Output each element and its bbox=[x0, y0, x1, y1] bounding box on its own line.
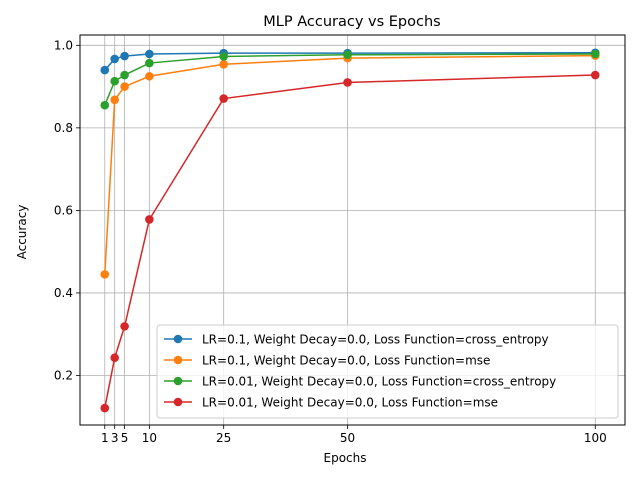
y-axis-title: Accuracy bbox=[15, 205, 29, 260]
data-point bbox=[343, 50, 352, 60]
plot-area-frame bbox=[79, 34, 626, 426]
data-point bbox=[145, 58, 154, 68]
legend-label: LR=0.1, Weight Decay=0.0, Loss Function=… bbox=[202, 333, 549, 347]
data-point bbox=[120, 51, 129, 61]
x-tick-label: 25 bbox=[216, 431, 231, 445]
chart-title: MLP Accuracy vs Epochs bbox=[263, 14, 440, 30]
data-point bbox=[110, 353, 119, 363]
data-point bbox=[110, 95, 119, 105]
y-tick-label: 0.6 bbox=[54, 203, 73, 217]
legend-label: LR=0.1, Weight Decay=0.0, Loss Function=… bbox=[202, 354, 490, 368]
data-point bbox=[100, 65, 110, 75]
data-point bbox=[100, 100, 110, 110]
legend-item: LR=0.01, Weight Decay=0.0, Loss Function… bbox=[164, 396, 498, 410]
x-tick-label: 5 bbox=[121, 431, 129, 445]
data-point bbox=[120, 322, 129, 331]
data-point bbox=[145, 215, 154, 224]
data-point bbox=[590, 49, 600, 59]
series-3 bbox=[100, 49, 600, 110]
data-point bbox=[145, 49, 154, 59]
data-point bbox=[120, 82, 129, 91]
y-tick-label: 0.2 bbox=[54, 368, 73, 382]
x-tick-label: 100 bbox=[584, 431, 607, 445]
y-tick-label: 1.0 bbox=[54, 38, 73, 52]
x-tick-label: 3 bbox=[111, 431, 119, 445]
data-point bbox=[590, 70, 600, 80]
legend-marker bbox=[173, 376, 183, 386]
legend-marker bbox=[173, 397, 183, 407]
y-tick-label: 0.4 bbox=[54, 286, 73, 300]
data-point bbox=[145, 71, 154, 81]
axis-ticks: 1 3 5 10 25 50 100 0.2 0.4 0.6 0.8 1.0 bbox=[54, 38, 607, 445]
legend-marker bbox=[173, 334, 183, 344]
data-point bbox=[219, 60, 228, 69]
legend-box bbox=[156, 324, 619, 419]
x-tick-label: 10 bbox=[142, 431, 157, 445]
legend: LR=0.1, Weight Decay=0.0, Loss Function=… bbox=[156, 324, 619, 419]
legend-item: LR=0.1, Weight Decay=0.0, Loss Function=… bbox=[164, 333, 549, 347]
series-4 bbox=[100, 70, 600, 413]
data-point bbox=[219, 94, 228, 103]
legend-label: LR=0.01, Weight Decay=0.0, Loss Function… bbox=[202, 375, 556, 389]
legend-label: LR=0.01, Weight Decay=0.0, Loss Function… bbox=[202, 396, 498, 410]
data-point bbox=[100, 270, 110, 279]
series-line bbox=[104, 54, 596, 275]
data-point bbox=[110, 54, 119, 64]
x-tick-label: 1 bbox=[101, 431, 109, 445]
data-point bbox=[219, 52, 228, 61]
y-tick-label: 0.8 bbox=[54, 121, 73, 135]
x-tick-label: 50 bbox=[340, 431, 355, 445]
legend-marker bbox=[173, 355, 183, 365]
data-point bbox=[110, 76, 119, 86]
legend-item: LR=0.1, Weight Decay=0.0, Loss Function=… bbox=[164, 354, 490, 368]
data-point bbox=[120, 70, 129, 80]
legend-item: LR=0.01, Weight Decay=0.0, Loss Function… bbox=[164, 375, 556, 389]
x-axis-title: Epochs bbox=[324, 451, 367, 465]
series-layer bbox=[100, 48, 600, 413]
data-point bbox=[100, 403, 110, 413]
data-point bbox=[343, 78, 352, 87]
